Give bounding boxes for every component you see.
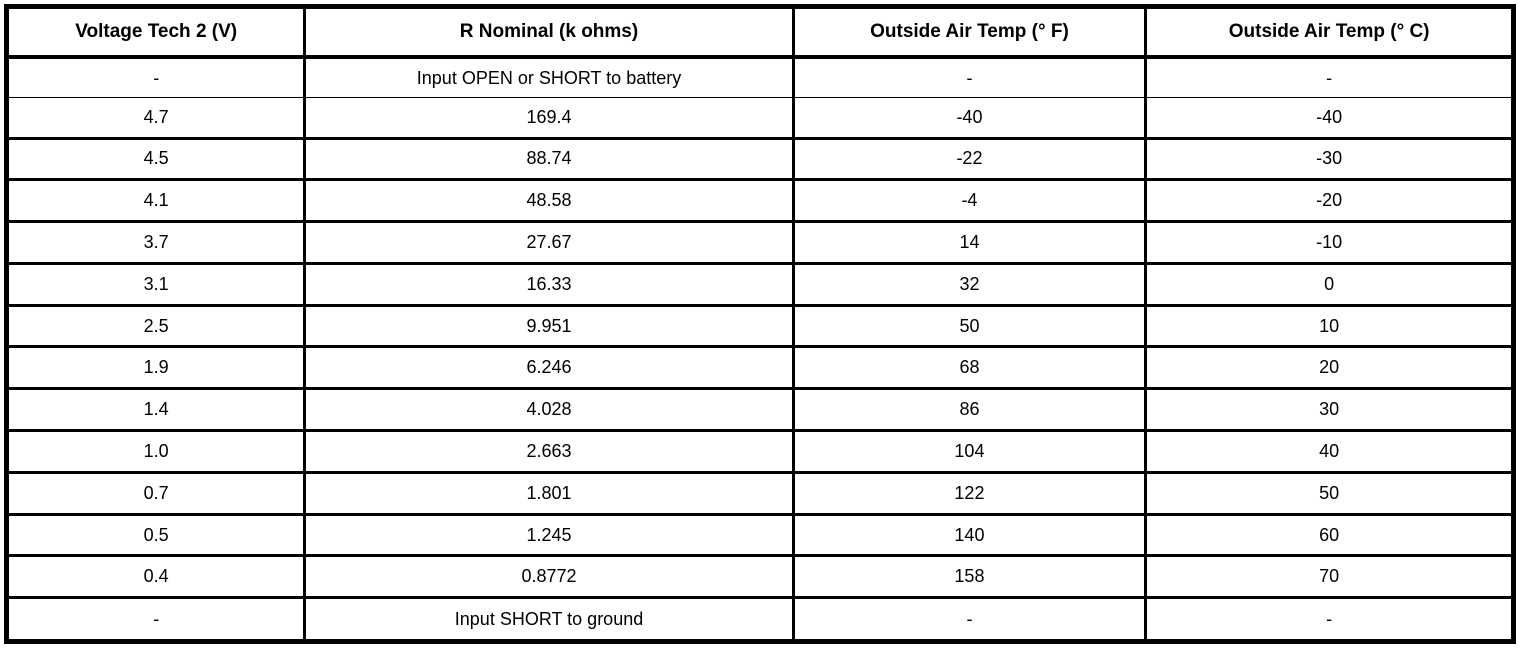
table-cell: 48.58 bbox=[303, 178, 795, 224]
table-row: 4.7 169.4 -40 -40 bbox=[4, 97, 1515, 140]
table-cell: 4.1 bbox=[4, 178, 307, 224]
table-cell: 70 bbox=[1144, 554, 1515, 600]
table-cell: - bbox=[791, 596, 1148, 643]
table-cell: -30 bbox=[1144, 136, 1515, 182]
table-cell: 104 bbox=[791, 429, 1148, 474]
table-cell: 1.9 bbox=[4, 345, 307, 391]
table-cell: 0.8772 bbox=[303, 554, 795, 600]
table-row: 1.9 6.246 68 20 bbox=[4, 345, 1515, 391]
table-cell: 158 bbox=[791, 554, 1148, 600]
table-cell: 40 bbox=[1144, 429, 1515, 474]
table-cell: 0.4 bbox=[4, 554, 307, 600]
table-cell: 169.4 bbox=[303, 97, 795, 140]
table-header: Voltage Tech 2 (V) R Nominal (k ohms) Ou… bbox=[4, 5, 1515, 59]
column-header-outside-air-temp-f: Outside Air Temp (° F) bbox=[791, 5, 1148, 59]
table-cell: -4 bbox=[791, 178, 1148, 224]
column-header-voltage-tech2: Voltage Tech 2 (V) bbox=[4, 5, 307, 59]
table-cell: -10 bbox=[1144, 220, 1515, 265]
table-cell: 68 bbox=[791, 345, 1148, 391]
table-cell: 60 bbox=[1144, 512, 1515, 558]
column-header-r-nominal: R Nominal (k ohms) bbox=[303, 5, 795, 59]
table-cell: 86 bbox=[791, 387, 1148, 433]
table-cell: 0.7 bbox=[4, 470, 307, 516]
table-cell: 140 bbox=[791, 512, 1148, 558]
table-cell: 2.663 bbox=[303, 429, 795, 474]
table-cell: 1.801 bbox=[303, 470, 795, 516]
table-cell: 0.5 bbox=[4, 512, 307, 558]
table-cell: 1.0 bbox=[4, 429, 307, 474]
table-row: 0.4 0.8772 158 70 bbox=[4, 554, 1515, 600]
table-cell: 30 bbox=[1144, 387, 1515, 433]
table-cell: 16.33 bbox=[303, 261, 795, 307]
table-cell: 50 bbox=[1144, 470, 1515, 516]
table-cell: 4.7 bbox=[4, 97, 307, 140]
table-row: - Input OPEN or SHORT to battery - - bbox=[4, 55, 1515, 99]
column-header-outside-air-temp-c: Outside Air Temp (° C) bbox=[1144, 5, 1515, 59]
table-row: 2.5 9.951 50 10 bbox=[4, 303, 1515, 349]
table-cell: 10 bbox=[1144, 303, 1515, 349]
table-cell: 32 bbox=[791, 261, 1148, 307]
table-cell: 122 bbox=[791, 470, 1148, 516]
table-cell: 4.5 bbox=[4, 136, 307, 182]
table-cell: - bbox=[4, 596, 307, 643]
table-cell: 0 bbox=[1144, 261, 1515, 307]
table-cell: 2.5 bbox=[4, 303, 307, 349]
table-cell: 50 bbox=[791, 303, 1148, 349]
table-cell: -40 bbox=[1144, 97, 1515, 140]
table-row: 1.4 4.028 86 30 bbox=[4, 387, 1515, 433]
table-row: 3.7 27.67 14 -10 bbox=[4, 220, 1515, 265]
table-cell: 20 bbox=[1144, 345, 1515, 391]
table-cell: 1.4 bbox=[4, 387, 307, 433]
table-row: 4.5 88.74 -22 -30 bbox=[4, 136, 1515, 182]
table-row: 1.0 2.663 104 40 bbox=[4, 429, 1515, 474]
table-cell: - bbox=[1144, 596, 1515, 643]
table-cell: 27.67 bbox=[303, 220, 795, 265]
table-row: 0.5 1.245 140 60 bbox=[4, 512, 1515, 558]
table-body: - Input OPEN or SHORT to battery - - 4.7… bbox=[4, 55, 1515, 643]
header-row: Voltage Tech 2 (V) R Nominal (k ohms) Ou… bbox=[4, 5, 1515, 59]
table-cell: 3.1 bbox=[4, 261, 307, 307]
table-cell: Input SHORT to ground bbox=[303, 596, 795, 643]
table-row: 3.1 16.33 32 0 bbox=[4, 261, 1515, 307]
table-cell: -40 bbox=[791, 97, 1148, 140]
sensor-voltage-resistance-temp-table: Voltage Tech 2 (V) R Nominal (k ohms) Ou… bbox=[4, 4, 1516, 644]
table-cell: 14 bbox=[791, 220, 1148, 265]
table-cell: - bbox=[4, 55, 307, 99]
table-row: 4.1 48.58 -4 -20 bbox=[4, 178, 1515, 224]
table-row: 0.7 1.801 122 50 bbox=[4, 470, 1515, 516]
table-cell: - bbox=[791, 55, 1148, 99]
table-cell: Input OPEN or SHORT to battery bbox=[303, 55, 795, 99]
table-cell: 6.246 bbox=[303, 345, 795, 391]
table-cell: 4.028 bbox=[303, 387, 795, 433]
table-cell: - bbox=[1144, 55, 1515, 99]
table-cell: 9.951 bbox=[303, 303, 795, 349]
table-cell: -22 bbox=[791, 136, 1148, 182]
table-cell: 88.74 bbox=[303, 136, 795, 182]
table-cell: 3.7 bbox=[4, 220, 307, 265]
table-cell: -20 bbox=[1144, 178, 1515, 224]
table-cell: 1.245 bbox=[303, 512, 795, 558]
table-row: - Input SHORT to ground - - bbox=[4, 596, 1515, 643]
